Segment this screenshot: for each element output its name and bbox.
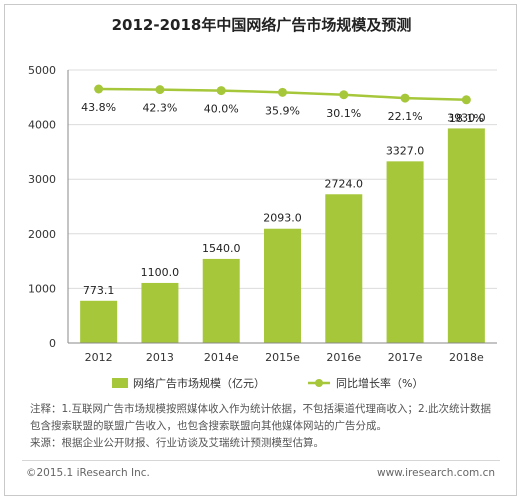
x-tick-label: 2015e <box>265 351 300 364</box>
y-axis: 0 1000 2000 3000 4000 5000 <box>28 64 69 350</box>
growth-point <box>400 93 410 103</box>
x-tick-label: 2016e <box>326 351 361 364</box>
bar <box>386 161 424 343</box>
y-tick-label: 2000 <box>28 228 56 241</box>
growth-value-label: 30.1% <box>326 107 361 120</box>
growth-value-labels: 43.8% 42.3% 40.0% 35.9% 30.1% 22.1% 18.1% <box>81 101 484 125</box>
chart-title: 2012-2018年中国网络广告市场规模及预测 <box>111 16 412 34</box>
website-url: www.iresearch.com.cn <box>376 467 495 479</box>
growth-line-series <box>94 84 471 105</box>
growth-value-label: 35.9% <box>265 104 300 117</box>
y-tick-label: 0 <box>49 337 56 350</box>
x-tick-label: 2012 <box>85 351 113 364</box>
bar <box>202 258 240 343</box>
bar <box>447 128 485 343</box>
growth-point <box>216 86 226 96</box>
bar <box>141 282 179 343</box>
growth-point <box>339 90 349 100</box>
bar-value-label: 3327.0 <box>386 144 425 157</box>
bar-value-label: 2093.0 <box>263 212 302 225</box>
bar <box>80 300 118 343</box>
bar-value-label: 2724.0 <box>325 177 364 190</box>
x-tick-label: 2017e <box>388 351 423 364</box>
bar-value-label: 1100.0 <box>141 266 180 279</box>
x-axis: 2012 2013 2014e 2015e 2016e 2017e 2018e <box>68 342 497 364</box>
growth-value-label: 43.8% <box>81 101 116 114</box>
x-tick-label: 2013 <box>146 351 174 364</box>
combo-chart: 0 1000 2000 3000 4000 5000 773.1 1100.0 1540.0 2… <box>28 64 497 390</box>
bar-value-label: 1540.0 <box>202 242 241 255</box>
chart-notes: 注释：1.互联网广告市场规模按照媒体收入作为统计依据，不包括渠道代理商收入；2.… <box>30 401 500 452</box>
growth-point <box>94 84 104 94</box>
growth-value-label: 18.1% <box>449 112 484 125</box>
growth-value-label: 42.3% <box>142 102 177 115</box>
y-tick-label: 5000 <box>28 64 56 77</box>
bar-series <box>80 128 485 343</box>
notes-text: 注释：1.互联网广告市场规模按照媒体收入作为统计依据，不包括渠道代理商收入；2.… <box>30 403 492 432</box>
source-text: 来源：根据企业公开财报、行业访谈及艾瑞统计预测模型估算。 <box>30 437 324 449</box>
y-tick-label: 4000 <box>28 119 56 132</box>
legend: 网络广告市场规模（亿元） 同比增长率（%） <box>112 376 423 390</box>
bar-value-label: 3930.0 <box>447 111 486 124</box>
growth-point <box>461 95 471 105</box>
y-tick-label: 3000 <box>28 173 56 186</box>
legend-bar-label: 网络广告市场规模（亿元） <box>133 376 265 390</box>
legend-bar-swatch <box>112 378 128 388</box>
growth-value-label: 22.1% <box>388 110 423 123</box>
growth-value-label: 40.0% <box>204 103 239 116</box>
bar-value-label: 773.1 <box>83 284 115 297</box>
growth-point <box>155 85 165 95</box>
x-tick-label: 2018e <box>449 351 484 364</box>
x-tick-label: 2014e <box>204 351 239 364</box>
copyright-text: ©2015.1 iResearch Inc. <box>26 467 150 479</box>
footer-divider <box>22 460 500 461</box>
bar-value-labels: 773.1 1100.0 1540.0 2093.0 2724.0 3327.0 3930.… <box>83 111 486 296</box>
legend-line-marker <box>315 379 323 387</box>
chart-frame <box>4 4 517 496</box>
bar <box>325 194 363 343</box>
legend-line-label: 同比增长率（%） <box>336 376 423 390</box>
bar <box>264 228 301 343</box>
growth-point <box>278 87 287 97</box>
y-tick-label: 1000 <box>28 282 56 295</box>
